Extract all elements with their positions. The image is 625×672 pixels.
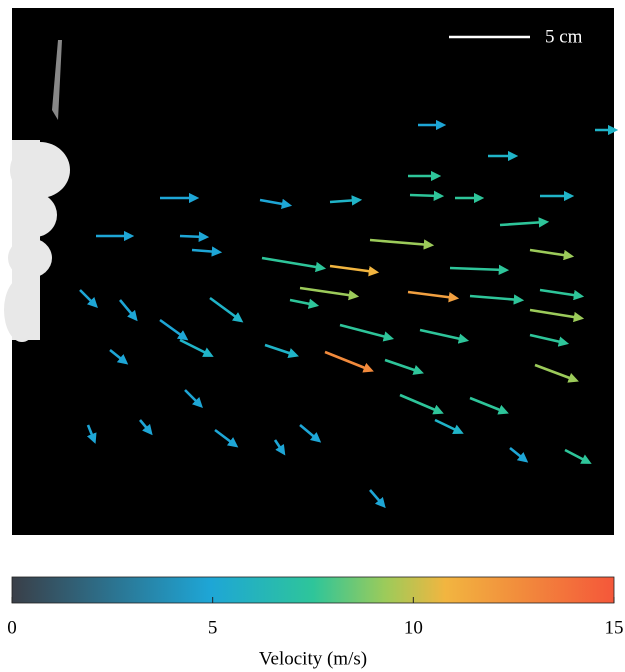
image-area	[12, 8, 614, 535]
tick-label: 10	[404, 617, 423, 638]
scale-label: 5 cm	[545, 26, 583, 47]
colorbar-label: Velocity (m/s)	[259, 648, 367, 669]
tick-label: 15	[605, 617, 624, 638]
colorbar	[11, 576, 615, 604]
tick-label: 5	[208, 617, 218, 638]
velocity-arrows	[79, 119, 619, 509]
nozzle	[4, 40, 70, 342]
tick-label: 0	[7, 617, 17, 638]
